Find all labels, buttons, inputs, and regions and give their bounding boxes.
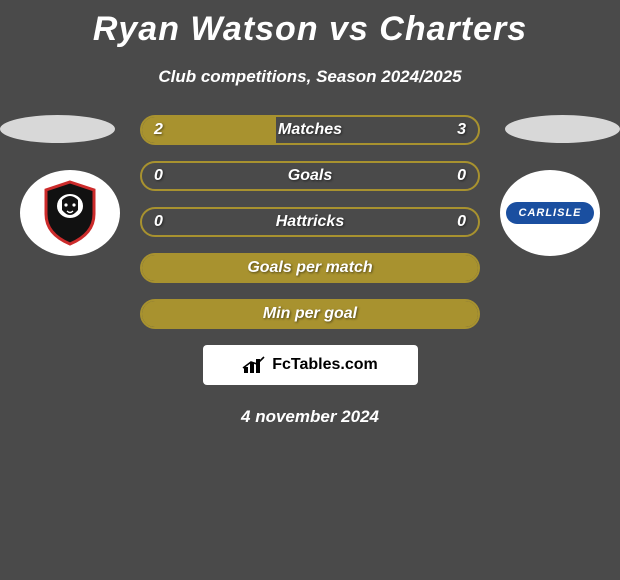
date-line: 4 november 2024 [0,407,620,427]
right-team-ellipse [505,115,620,143]
page-title: Ryan Watson vs Charters [0,0,620,49]
stat-label: Hattricks [276,213,344,231]
stat-value-left: 0 [154,167,163,185]
stat-label: Min per goal [263,305,357,323]
left-team-logo [20,170,120,256]
footer-brand-text: FcTables.com [272,356,378,374]
stat-bar: 0 Hattricks 0 [140,207,480,237]
left-team-ellipse [0,115,115,143]
stat-bar: Goals per match [140,253,480,283]
stat-bars: 2 Matches 3 0 Goals 0 0 Hattricks 0 Goals per mat… [140,115,480,329]
footer-brand: FcTables.com [203,345,418,385]
stat-value-left: 0 [154,213,163,231]
comparison-panel: CARLISLE 2 Matches 3 0 Goals 0 0 Hattricks 0 Goal… [0,115,620,329]
stat-bar: 0 Goals 0 [140,161,480,191]
stat-bar: 2 Matches 3 [140,115,480,145]
subtitle: Club competitions, Season 2024/2025 [0,67,620,87]
right-team-logo: CARLISLE [500,170,600,256]
stat-label: Goals [288,167,332,185]
stat-bar: Min per goal [140,299,480,329]
stat-value-right: 0 [457,213,466,231]
carlisle-logo-pill: CARLISLE [506,202,594,224]
stat-label: Goals per match [247,259,372,277]
stat-value-right: 3 [457,121,466,139]
stat-label: Matches [278,121,342,139]
bar-chart-icon [242,355,266,375]
salford-shield-icon [42,180,98,246]
stat-value-right: 0 [457,167,466,185]
carlisle-logo-text: CARLISLE [519,207,582,219]
stat-value-left: 2 [154,121,163,139]
